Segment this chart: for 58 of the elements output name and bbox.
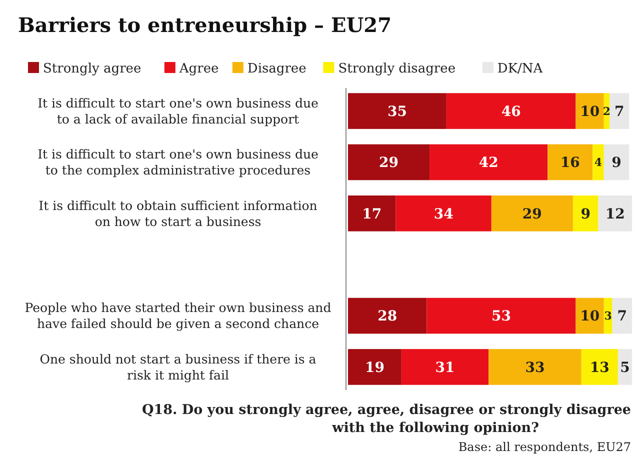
data-label: 31 [435,360,455,376]
text: Q18. Do you strongly agree, agree, disagree or strongly disagree with the following opinion? [142,402,631,436]
y-tick-label: It is difficult to start one's own business due to a lack of available financial support [38,95,318,126]
data-label: 29 [522,206,542,222]
data-label: 10 [580,104,600,120]
data-label: 19 [364,360,384,376]
y-tick-label: It is difficult to obtain sufficient information on how to start a business [38,198,318,229]
bar [598,195,632,232]
data-label: 9 [612,155,622,172]
data-label: 46 [501,104,521,120]
data-label: 3 [604,310,612,323]
bar [348,298,427,334]
legend-label: Strongly disagree [338,62,456,77]
data-label: 5 [620,360,630,376]
data-label: 4 [594,156,602,170]
data-label: 9 [580,206,590,222]
y-tick-label: It is difficult to start one's own business due to the complex administrative procedures [38,146,318,178]
bar [610,93,630,129]
legend-label: DK/NA [497,62,544,77]
data-label: 7 [617,308,628,325]
data-label: 34 [434,206,454,222]
bar [430,144,548,180]
bar [348,144,430,180]
bar [426,298,576,334]
text: Base: all respondents, EU27 [458,440,631,454]
bar [572,195,598,232]
data-label: 13 [590,360,610,376]
legend-label: Strongly agree [43,62,142,77]
data-label: 16 [560,155,580,172]
bar [548,144,593,180]
y-tick-label: People who have started their own business and have failed should be given a second chance [24,300,332,332]
data-label: 53 [492,308,511,325]
bar [581,349,618,385]
bar [592,144,604,180]
y-tick-label: One should not start a business if there is a risk it might fail [40,351,317,382]
bar [604,144,630,180]
data-label: 10 [580,308,600,325]
data-label: 12 [605,206,625,222]
bar [446,93,576,129]
data-label: 35 [387,104,407,120]
bar [488,349,582,385]
legend-label: Agree [178,62,220,77]
bar [348,349,402,385]
bar [612,298,632,334]
bar [491,195,573,232]
data-label: 17 [362,206,382,222]
bar [396,195,492,232]
chart-title: Barriers to entreneurship – EU27 [18,13,392,37]
data-label: 7 [614,104,624,120]
bar [348,93,446,129]
data-label: 33 [525,360,545,376]
data-label: 28 [378,308,398,325]
data-label: 29 [379,155,399,172]
legend-label: Disagree [247,62,307,77]
bar [401,349,489,385]
data-label: 2 [602,104,611,118]
bar [348,195,396,232]
data-label: 42 [478,155,498,172]
